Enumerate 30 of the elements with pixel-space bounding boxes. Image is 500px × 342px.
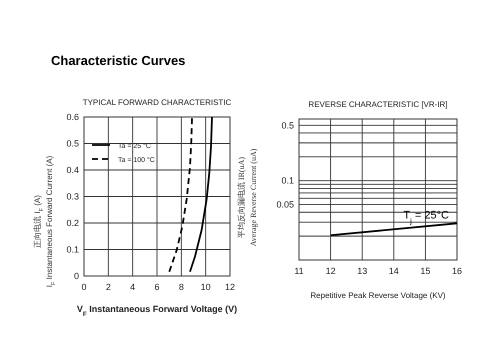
x-tick-label: 4 — [130, 282, 136, 292]
line-series — [189, 116, 213, 273]
y-tick-label: 0.5 — [281, 120, 294, 130]
y-tick-label: 0.3 — [66, 192, 79, 202]
x-tick-label: 8 — [178, 282, 184, 292]
x-tick-label: 6 — [154, 282, 160, 292]
line-series — [168, 116, 193, 273]
x-tick-label: 0 — [81, 282, 87, 292]
x-axis-title: V$_{F}$ Instantaneous Forward Voltage (V) — [76, 304, 238, 318]
y-tick-label: 0.1 — [281, 176, 294, 186]
x-tick-label: 12 — [224, 282, 236, 292]
chart-title: TYPICAL FORWARD CHARACTERISTIC — [82, 98, 232, 107]
y-tick-label: 0.6 — [66, 112, 79, 122]
x-tick-label: 11 — [294, 266, 304, 276]
y-tick-label: 0.4 — [66, 165, 79, 175]
x-tick-label: 14 — [388, 266, 399, 276]
x-tick-label: 12 — [326, 266, 336, 276]
y-tick-label: 0.5 — [66, 138, 79, 148]
y-tick-label: 0.1 — [66, 244, 79, 254]
y-axis-title: 平均反向漏电流 IR(uA) Average Reverse Current (uA) — [237, 148, 258, 246]
x-tick-label: 16 — [452, 266, 462, 276]
text: Characteristic Curves — [51, 53, 186, 68]
y-tick-label: 0.2 — [66, 218, 79, 228]
x-tick-label: 10 — [200, 282, 211, 292]
x-tick-label: 2 — [106, 282, 111, 292]
chart-title: REVERSE CHARACTERISTIC [VR-IR] — [308, 100, 448, 109]
x-tick-label: 15 — [420, 266, 430, 276]
x-tick-label: 13 — [357, 266, 368, 276]
x-axis-title: Repetitive Peak Reverse Voltage (KV) — [310, 291, 446, 300]
y-tick-label: 0.05 — [276, 200, 294, 210]
